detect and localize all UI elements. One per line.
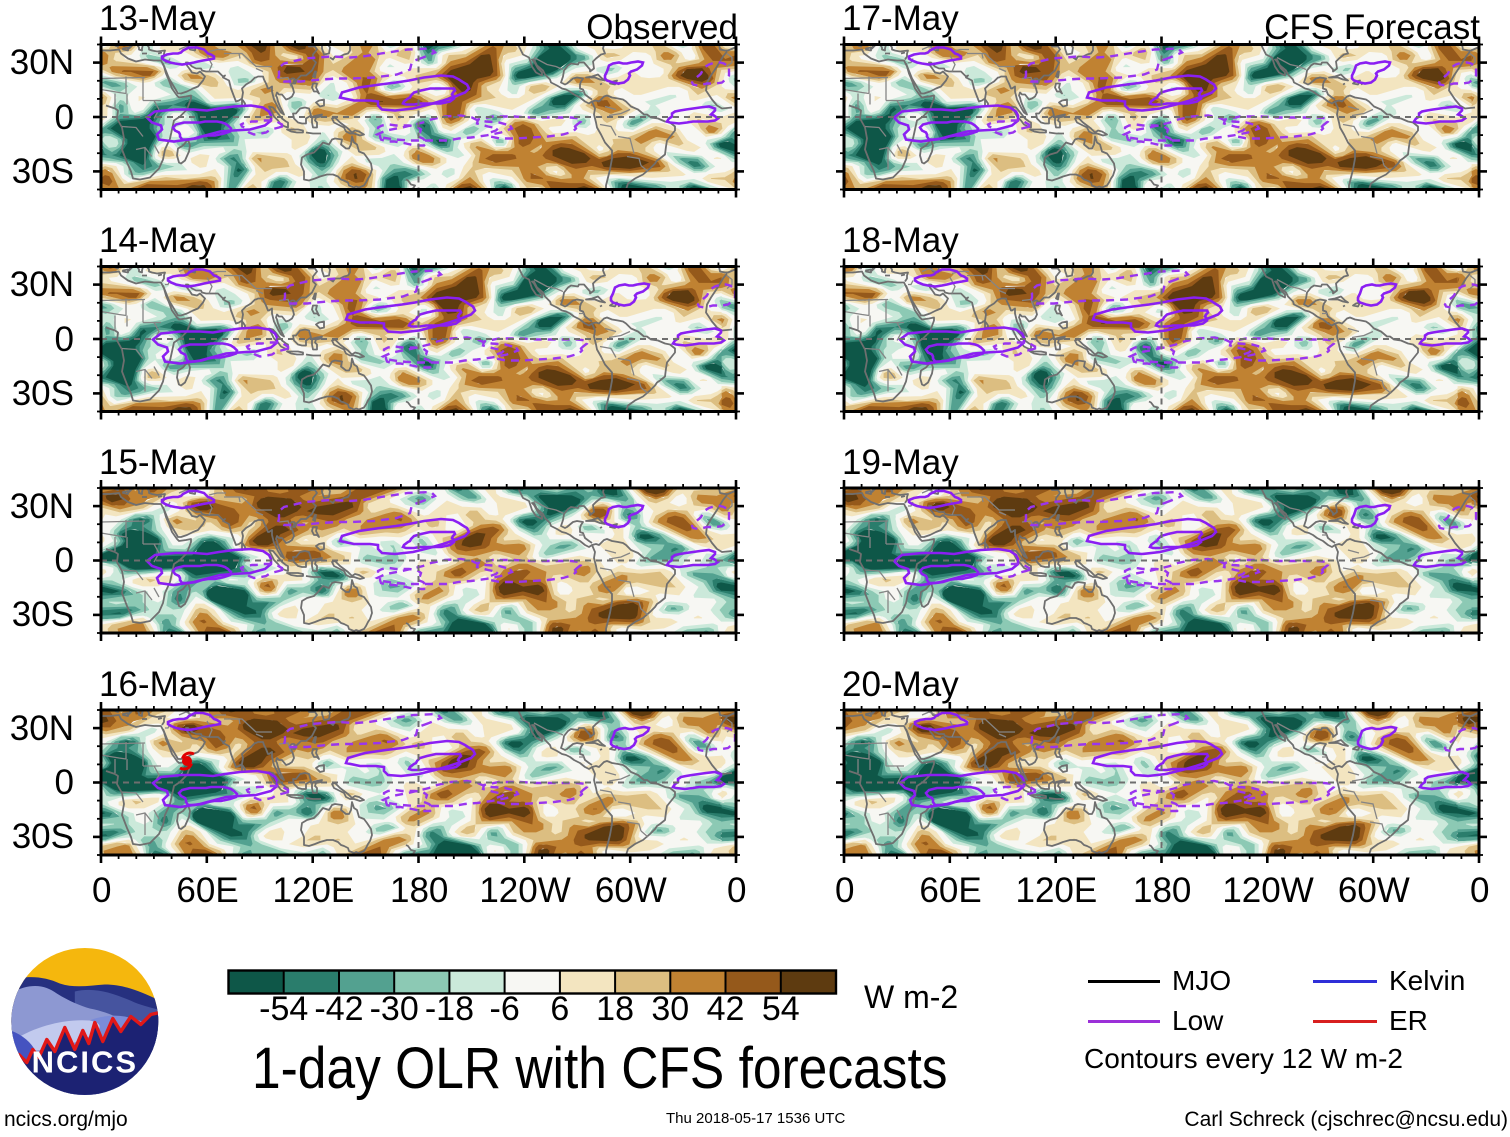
svg-text:NCICS: NCICS xyxy=(32,1045,138,1080)
